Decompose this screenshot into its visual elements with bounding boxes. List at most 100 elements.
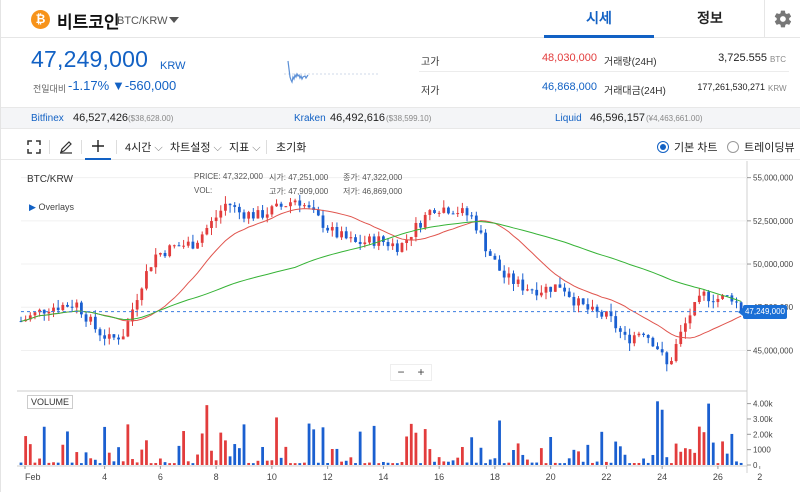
volume-bar [242, 424, 246, 465]
volume-bar [581, 461, 585, 465]
candle-body [126, 321, 130, 337]
volume-bar [409, 423, 413, 465]
volume-bar [549, 436, 553, 465]
x-tick-label: Feb [25, 472, 41, 482]
volume-bar [730, 433, 734, 465]
chart-settings-menu[interactable]: 차트설정 ⌵ [170, 139, 222, 155]
volume-bar [75, 452, 79, 465]
volume-bar [618, 446, 622, 465]
volume-bar [335, 448, 339, 465]
exchange-name[interactable]: Bitfinex [31, 113, 64, 124]
volume-bar [493, 458, 497, 465]
ohlc-close-value: 47,322,000 [362, 173, 403, 182]
tradingview-label[interactable]: 트레이딩뷰 [744, 142, 795, 154]
volume-bar [470, 437, 474, 465]
gear-icon[interactable] [773, 9, 793, 29]
zoom-in-button[interactable]: + [417, 365, 425, 379]
volume-bar [121, 461, 125, 465]
interval-label: 4시간 [125, 142, 152, 154]
candle-body [391, 243, 395, 247]
tab-info[interactable]: 정보 [697, 10, 723, 26]
ohlc-high: 고가: 47,909,000 [269, 186, 328, 197]
candle-body [117, 337, 120, 340]
volume-tick-label: 1000 [753, 446, 771, 455]
reset-button[interactable]: 초기화 [276, 142, 307, 154]
volume-bar [665, 457, 669, 465]
chevron-down-icon: ⌵ [249, 142, 261, 154]
candle-body [405, 239, 409, 244]
fullscreen-icon[interactable] [27, 140, 41, 154]
candle-body [470, 215, 474, 217]
candle-body [354, 237, 357, 242]
candle-body [558, 284, 562, 288]
chart-pair-label: BTC/KRW [27, 174, 73, 185]
indicators-menu[interactable]: 지표 ⌵ [229, 139, 261, 155]
volume-bar [544, 463, 548, 465]
chevron-down-icon[interactable] [169, 17, 179, 23]
pencil-icon[interactable] [59, 140, 73, 154]
candlestick-chart[interactable]: 55,000,00052,500,00050,000,00047,500,000… [17, 161, 800, 492]
candle-body [493, 255, 497, 260]
volume-bar [219, 432, 223, 465]
candle-body [265, 214, 269, 218]
coin-pair[interactable]: BTC/KRW [117, 15, 168, 27]
ohlc-open: 시가: 47,251,000 [269, 172, 328, 183]
interval-select[interactable]: 4시간 ⌵ [125, 139, 163, 155]
exchange-krw-price: 46,596,157 [590, 112, 646, 124]
tab-quote[interactable]: 시세 [544, 0, 654, 38]
volume-bar [674, 443, 678, 465]
exchange-name[interactable]: Kraken [294, 113, 326, 124]
ohlc-low-label: 저가: [343, 187, 360, 196]
volume-bar [98, 463, 102, 465]
candle-body [84, 314, 88, 322]
volume-bar [656, 401, 659, 465]
candle-body [460, 208, 464, 214]
basic-chart-radio[interactable] [657, 141, 669, 153]
overlays-toggle[interactable]: ▶ Overlays [29, 202, 74, 213]
zoom-out-button[interactable]: − [397, 365, 405, 379]
basic-chart-label[interactable]: 기본 차트 [674, 142, 718, 154]
chevron-down-icon: ⌵ [151, 142, 163, 154]
candle-body [479, 230, 483, 233]
moving-average-short-line [20, 208, 742, 339]
divider [81, 140, 82, 154]
turnover-label: 거래대금(24H) [604, 86, 666, 97]
volume-bar [117, 447, 120, 465]
ohlc-price-value: 47,322,000 [222, 172, 263, 181]
volume-bar [372, 425, 376, 465]
volume-bar [228, 456, 232, 465]
crosshair-icon[interactable] [91, 139, 105, 153]
price-chart[interactable]: 55,000,00052,500,00050,000,00047,500,000… [17, 161, 800, 492]
candle-body [530, 289, 534, 291]
exchange-foreign-price: (¥4,463,661.00) [646, 114, 703, 123]
volume-bar [535, 462, 539, 465]
tradingview-radio[interactable] [727, 141, 739, 153]
candle-body [437, 212, 441, 214]
volume-label: VOLUME [27, 395, 73, 409]
volume-bar [205, 405, 209, 465]
candle-body [628, 334, 632, 344]
volume-bar [131, 459, 134, 465]
candle-body [632, 335, 636, 344]
volume-bar [683, 448, 687, 465]
candle-body [572, 296, 576, 306]
y-tick-label: 55,000,000 [753, 174, 794, 183]
candle-body [433, 210, 436, 213]
candle-body [409, 236, 413, 240]
candle-body [595, 306, 599, 312]
exchange-name[interactable]: Liquid [555, 113, 582, 124]
candle-body [484, 232, 488, 252]
zoom-controls: − + [390, 364, 432, 381]
candle-body [646, 334, 650, 338]
volume-bar [126, 424, 130, 465]
volume-bar [326, 462, 330, 465]
divider [419, 71, 789, 72]
candle-body [591, 306, 594, 310]
candle-body [42, 309, 46, 314]
volume-bar [52, 462, 55, 465]
volume-bar [553, 462, 557, 465]
candle-body [642, 333, 645, 335]
candle-body [98, 329, 102, 336]
candle-body [261, 210, 264, 218]
candle-body [140, 288, 144, 301]
